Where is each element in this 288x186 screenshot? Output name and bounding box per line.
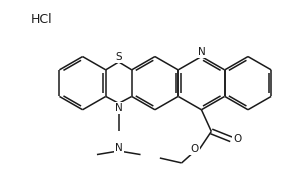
- Text: O: O: [190, 144, 199, 154]
- Text: N: N: [115, 143, 123, 153]
- Text: HCl: HCl: [31, 13, 53, 26]
- Text: N: N: [115, 103, 123, 113]
- Text: O: O: [233, 134, 241, 144]
- Text: S: S: [115, 52, 122, 62]
- Text: N: N: [198, 47, 205, 57]
